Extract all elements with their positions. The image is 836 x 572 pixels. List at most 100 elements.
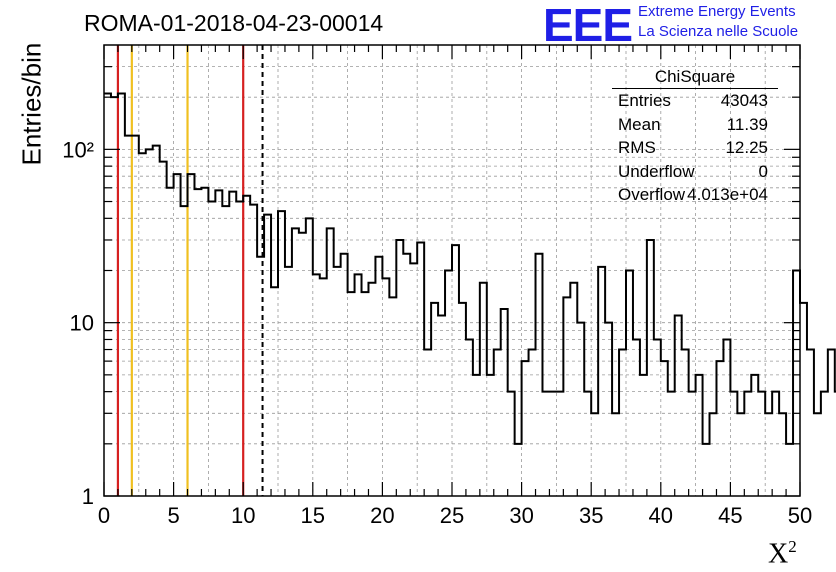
histogram-bin [368, 283, 375, 496]
histogram-bin [758, 392, 765, 496]
stats-value: 12.25 [725, 138, 768, 157]
histogram-bin [612, 413, 619, 496]
histogram-bin [598, 267, 605, 496]
y-tick-label: 10² [62, 137, 94, 162]
histogram-bin [181, 206, 188, 496]
histogram-bin [703, 444, 710, 496]
histogram-bin [153, 146, 160, 496]
stats-key: RMS [618, 138, 656, 157]
histogram-bin [696, 375, 703, 496]
x-tick-label: 5 [167, 503, 179, 528]
histogram-bin [563, 297, 570, 496]
stats-value: 43043 [720, 91, 768, 110]
x-tick-label: 40 [649, 503, 673, 528]
histogram-bin [682, 350, 689, 496]
histogram-bin [160, 162, 167, 496]
grid-lines [104, 45, 800, 496]
histogram-bin [208, 202, 215, 496]
histogram-bin [278, 211, 285, 496]
histogram-bin [236, 202, 243, 496]
histogram-bin [222, 206, 229, 496]
histogram-bin [751, 375, 758, 496]
histogram-bin [529, 350, 536, 496]
histogram-bin [320, 278, 327, 496]
stats-row: RMS 12.25 [612, 136, 778, 160]
stats-row: Entries 43043 [612, 89, 778, 113]
histogram-bin [438, 316, 445, 496]
histogram-outline [104, 92, 836, 445]
logo-text: Extreme Energy Events La Scienza nelle S… [638, 2, 798, 42]
x-tick-label: 25 [440, 503, 464, 528]
histogram-bin [466, 339, 473, 496]
histogram-bin [487, 375, 494, 496]
histogram-bin [313, 274, 320, 496]
histogram-bin [459, 303, 466, 496]
histogram-bin [348, 292, 355, 496]
histogram-bin [327, 228, 334, 496]
histogram-bin [243, 196, 250, 496]
x-axis-label: X2 [768, 537, 797, 570]
x-tick-labels: 0 5 10 15 20 25 30 35 40 45 50 [98, 503, 812, 528]
axes [103, 44, 801, 497]
histogram-bin [424, 350, 431, 496]
histogram-bin [654, 339, 661, 496]
histogram-bin [619, 350, 626, 496]
histogram-bin [605, 323, 612, 496]
histogram-bin [522, 361, 529, 496]
histogram-bin [382, 278, 389, 496]
x-tick-label: 50 [788, 503, 812, 528]
histogram-bin [640, 375, 647, 496]
histogram-bin [292, 228, 299, 496]
histogram-bin [111, 97, 118, 496]
histogram-bin [452, 245, 459, 496]
histogram-bin [549, 392, 556, 496]
histogram-bin [410, 263, 417, 496]
histogram-bin [716, 361, 723, 496]
histogram-bin [515, 444, 522, 496]
histogram-bin [689, 392, 696, 496]
histogram-bin [480, 283, 487, 496]
stats-value: 0 [758, 161, 768, 181]
x-tick-label: 20 [370, 503, 394, 528]
histogram-bin [362, 292, 369, 496]
histogram-bin [793, 271, 800, 497]
histogram-bin [508, 392, 515, 496]
histogram-bin [710, 413, 717, 496]
histogram-bin [570, 283, 577, 496]
histogram-bin [215, 190, 222, 496]
histogram-bin [139, 153, 146, 496]
logo-line-2: La Scienza nelle Scuole [638, 23, 799, 40]
logo-mark: EEE [543, 0, 633, 51]
x-axis-label-superscript: 2 [788, 537, 797, 556]
histogram-bin [201, 188, 208, 496]
histogram-series [104, 92, 836, 497]
histogram-bin [730, 392, 737, 496]
stats-row: Overflow 4.013e+04 [612, 183, 778, 207]
histogram-bin [334, 267, 341, 496]
histogram-bin [445, 271, 452, 497]
histogram-bin [765, 413, 772, 496]
histogram-bin [814, 413, 821, 496]
histogram-bin [828, 350, 835, 496]
histogram-bin [299, 233, 306, 496]
x-axis-label-base: X [768, 538, 789, 570]
histogram-bin [633, 339, 640, 496]
histogram-bin [556, 392, 563, 496]
histogram-bin [257, 257, 264, 496]
histogram-bin [661, 361, 668, 496]
histogram-bin [341, 254, 348, 496]
logo-line-1: Extreme Energy Events [638, 3, 796, 20]
histogram-bin [229, 192, 236, 496]
histogram-bin [473, 375, 480, 496]
y-tick-labels: 1 10 10² [62, 137, 94, 509]
histogram-bin [306, 218, 313, 496]
histogram-bin [675, 316, 682, 496]
histogram-bin [125, 136, 132, 496]
histogram-bin [494, 350, 501, 496]
histogram-bin [501, 309, 508, 496]
x-tick-label: 10 [231, 503, 255, 528]
stats-value: 4.013e+04 [687, 185, 768, 204]
histogram-bin [737, 413, 744, 496]
histogram-bin [271, 287, 278, 496]
